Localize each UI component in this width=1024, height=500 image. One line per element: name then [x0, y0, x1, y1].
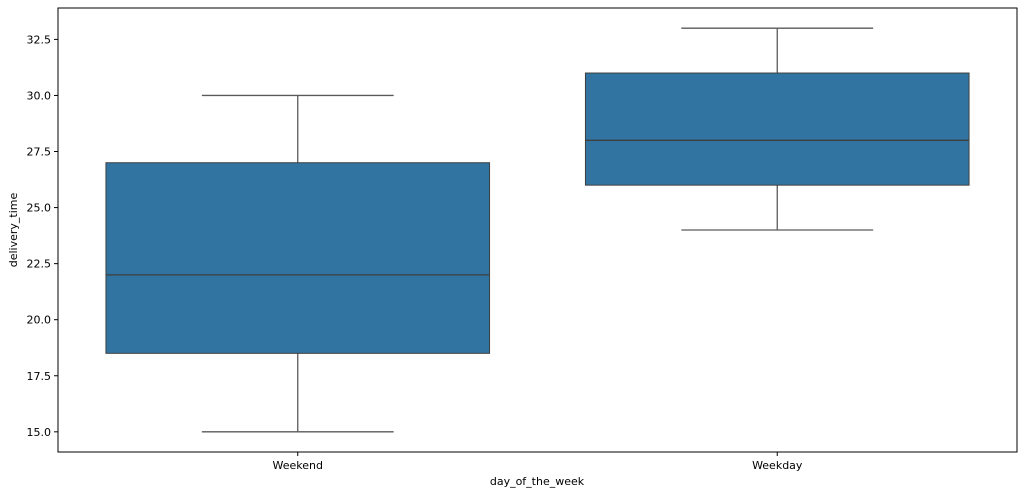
y-tick-label: 27.5 [27, 146, 52, 159]
box-weekday [584, 72, 970, 186]
plot-area-frame [57, 7, 1018, 453]
y-tick-label: 17.5 [27, 370, 52, 383]
x-tick-label: Weekday [752, 459, 803, 472]
x-axis-label: day_of_the_week [490, 475, 585, 488]
x-axis: Weekend Weekday [273, 452, 803, 472]
y-axis: 15.0 17.5 20.0 22.5 25.0 27.5 30.0 32.5 [27, 33, 58, 439]
plot-marks [105, 27, 970, 433]
y-tick-label: 25.0 [27, 202, 52, 215]
y-tick-label: 20.0 [27, 314, 52, 327]
x-tick-label: Weekend [273, 459, 323, 472]
y-tick-label: 32.5 [27, 33, 52, 46]
y-tick-label: 30.0 [27, 89, 52, 102]
y-axis-label: delivery_time [7, 193, 20, 268]
y-tick-label: 15.0 [27, 426, 52, 439]
box-weekend [105, 162, 491, 354]
y-tick-label: 22.5 [27, 258, 52, 271]
